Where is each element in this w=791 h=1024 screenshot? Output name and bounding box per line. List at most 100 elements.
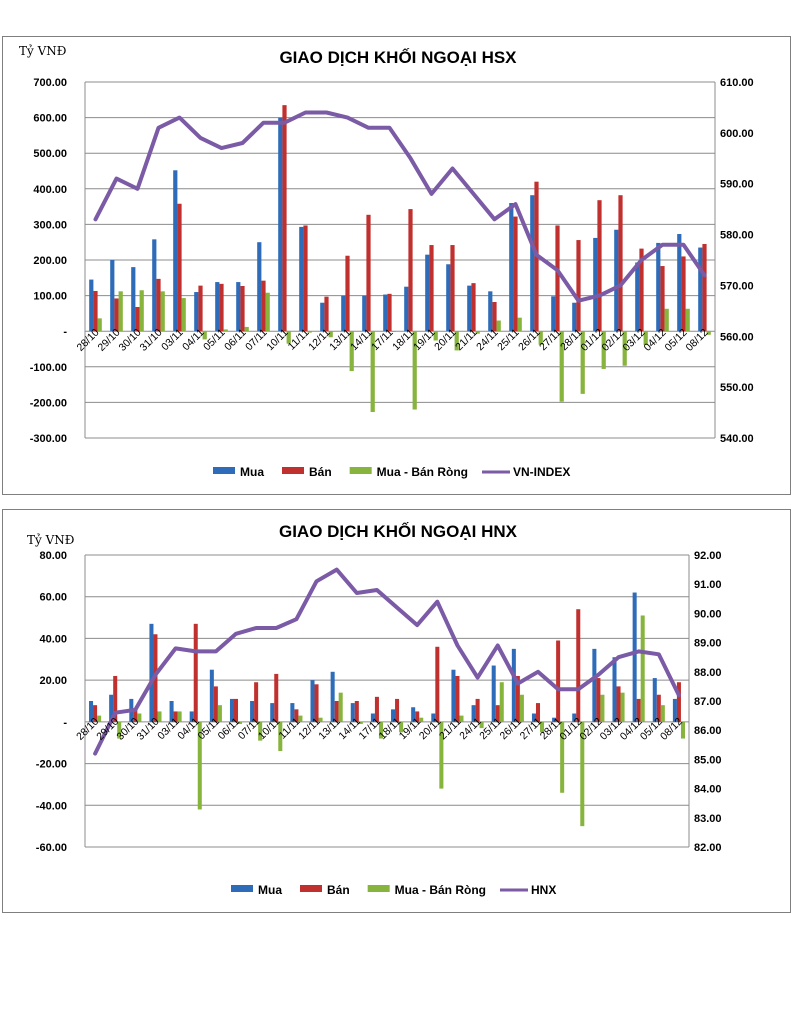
hnx-y2-tick-label: 88.00	[694, 667, 722, 679]
hsx-y2-tick-label: 590.00	[720, 179, 754, 191]
hsx-bar-mua	[404, 286, 409, 332]
hsx-chart: Tỷ VNĐ GIAO DỊCH KHỐI NGOẠI HSX 700.00 60…	[19, 44, 754, 479]
hnx-bar-rong	[499, 682, 504, 722]
hsx-legend-item: Bán	[282, 465, 332, 479]
hsx-index-line	[93, 110, 707, 303]
hnx-y2-tick-label: 90.00	[694, 608, 722, 620]
hsx-bar-ban	[366, 214, 371, 332]
hsx-bar-rong	[286, 331, 291, 344]
hnx-legend-item: Mua	[231, 883, 282, 897]
hnx-bar-mua	[411, 707, 416, 722]
hsx-bar-rong	[412, 331, 417, 410]
hnx-bar-rong	[600, 694, 605, 722]
hsx-legend-item: Mua	[213, 465, 264, 479]
hsx-y2-tick-label: 560.00	[720, 331, 754, 343]
hnx-bar-ban	[193, 623, 198, 722]
hnx-bar-rong	[580, 721, 585, 827]
hsx-bar-mua	[614, 229, 619, 332]
hnx-bar-ban	[455, 675, 460, 722]
hsx-bar-ban	[219, 283, 224, 332]
hsx-bar-rong	[496, 320, 501, 332]
hsx-bar-mua	[278, 117, 283, 332]
hnx-bar-ban	[314, 684, 319, 722]
hnx-y-tick-label: -40.00	[36, 800, 67, 812]
hnx-bar-mua	[290, 703, 295, 722]
hnx-bar-ban	[133, 709, 138, 722]
hsx-bar-rong	[244, 326, 249, 332]
hsx-bar-mua	[572, 302, 577, 332]
hsx-chart-panel: Tỷ VNĐ GIAO DỊCH KHỐI NGOẠI HSX 700.00 60…	[2, 36, 791, 495]
hsx-bar-mua	[320, 302, 325, 332]
hnx-bar-mua	[310, 680, 315, 722]
hsx-bar-ban	[387, 293, 392, 332]
hnx-bar-rong	[177, 711, 182, 722]
hsx-legend-swatch	[282, 467, 304, 474]
hsx-legend-label: Mua - Bán Ròng	[377, 465, 468, 479]
hnx-bar-rong	[97, 715, 102, 722]
hsx-bar-ban	[303, 225, 308, 332]
hsx-bar-ban	[576, 240, 581, 332]
hsx-bar-rong	[643, 331, 648, 346]
hsx-bar-rong	[391, 331, 396, 332]
hnx-bar-rong	[358, 721, 363, 724]
hsx-bar-ban	[324, 296, 329, 332]
hnx-bar-rong	[560, 721, 565, 793]
hsx-y-tick-label: 200.00	[33, 255, 67, 267]
hsx-bar-rong	[475, 331, 480, 334]
hsx-bar-ban	[261, 280, 266, 332]
hsx-bar-mua	[257, 242, 262, 332]
hsx-bar-rong	[118, 291, 123, 332]
hnx-bar-rong	[620, 692, 625, 722]
hnx-bar-ban	[294, 709, 299, 722]
hnx-bar-rong	[238, 721, 243, 724]
hnx-bar-rong	[157, 711, 162, 722]
hnx-bar-mua	[209, 669, 214, 722]
hnx-bar-rong	[278, 721, 283, 752]
hsx-bar-rong	[265, 292, 270, 332]
hnx-bar-rong	[197, 721, 202, 810]
hnx-bar-ban	[274, 673, 279, 722]
hsx-bar-ban	[597, 200, 602, 332]
hnx-y2-tick-label: 82.00	[694, 842, 722, 854]
hnx-bar-ban	[395, 698, 400, 722]
hsx-bar-mua	[593, 237, 598, 332]
hnx-bar-mua	[511, 648, 516, 722]
hsx-bar-rong	[664, 308, 669, 332]
hsx-bar-ban	[681, 256, 686, 332]
hsx-y-tick-label: -200.00	[30, 397, 67, 409]
hnx-bar-ban	[213, 686, 218, 722]
hsx-bar-mua	[446, 264, 451, 332]
hnx-bar-mua	[189, 711, 194, 722]
hnx-y2-tick-label: 86.00	[694, 725, 722, 737]
hnx-bar-rong	[298, 715, 303, 722]
hnx-bar-rong	[338, 692, 343, 722]
hsx-bar-mua	[509, 203, 514, 332]
hnx-bar-rong	[540, 721, 545, 733]
hsx-bar-ban	[702, 243, 707, 332]
hnx-bar-rong	[439, 721, 444, 789]
hsx-bar-ban	[177, 203, 182, 332]
hsx-bar-mua	[194, 292, 199, 332]
hnx-bar-ban	[676, 682, 681, 722]
hsx-bar-ban	[450, 245, 455, 332]
hsx-bar-mua	[131, 267, 136, 332]
hnx-bar-ban	[173, 711, 178, 722]
hsx-bar-ban	[492, 302, 497, 332]
hsx-legend-swatch	[213, 467, 235, 474]
hsx-x-tick-label: 12/11	[306, 327, 333, 354]
hsx-bar-rong	[454, 331, 459, 351]
hsx-bar-ban	[345, 255, 350, 332]
hsx-bar-mua	[656, 242, 661, 332]
hnx-bar-rong	[419, 717, 424, 722]
hsx-bar-mua	[362, 295, 367, 332]
hnx-bar-rong	[217, 705, 222, 722]
hnx-bar-rong	[459, 715, 464, 722]
hnx-bar-ban	[556, 640, 561, 722]
hsx-bar-mua	[152, 239, 157, 332]
hnx-y2-tick-label: 83.00	[694, 813, 722, 825]
hsx-y-tick-label: 400.00	[33, 184, 67, 196]
hnx-legend-label: Mua - Bán Ròng	[395, 883, 486, 897]
hsx-bar-mua	[488, 291, 493, 332]
hsx-x-tick-label: 21/11	[453, 327, 480, 354]
hsx-x-tick-label: 11/11	[286, 327, 312, 353]
